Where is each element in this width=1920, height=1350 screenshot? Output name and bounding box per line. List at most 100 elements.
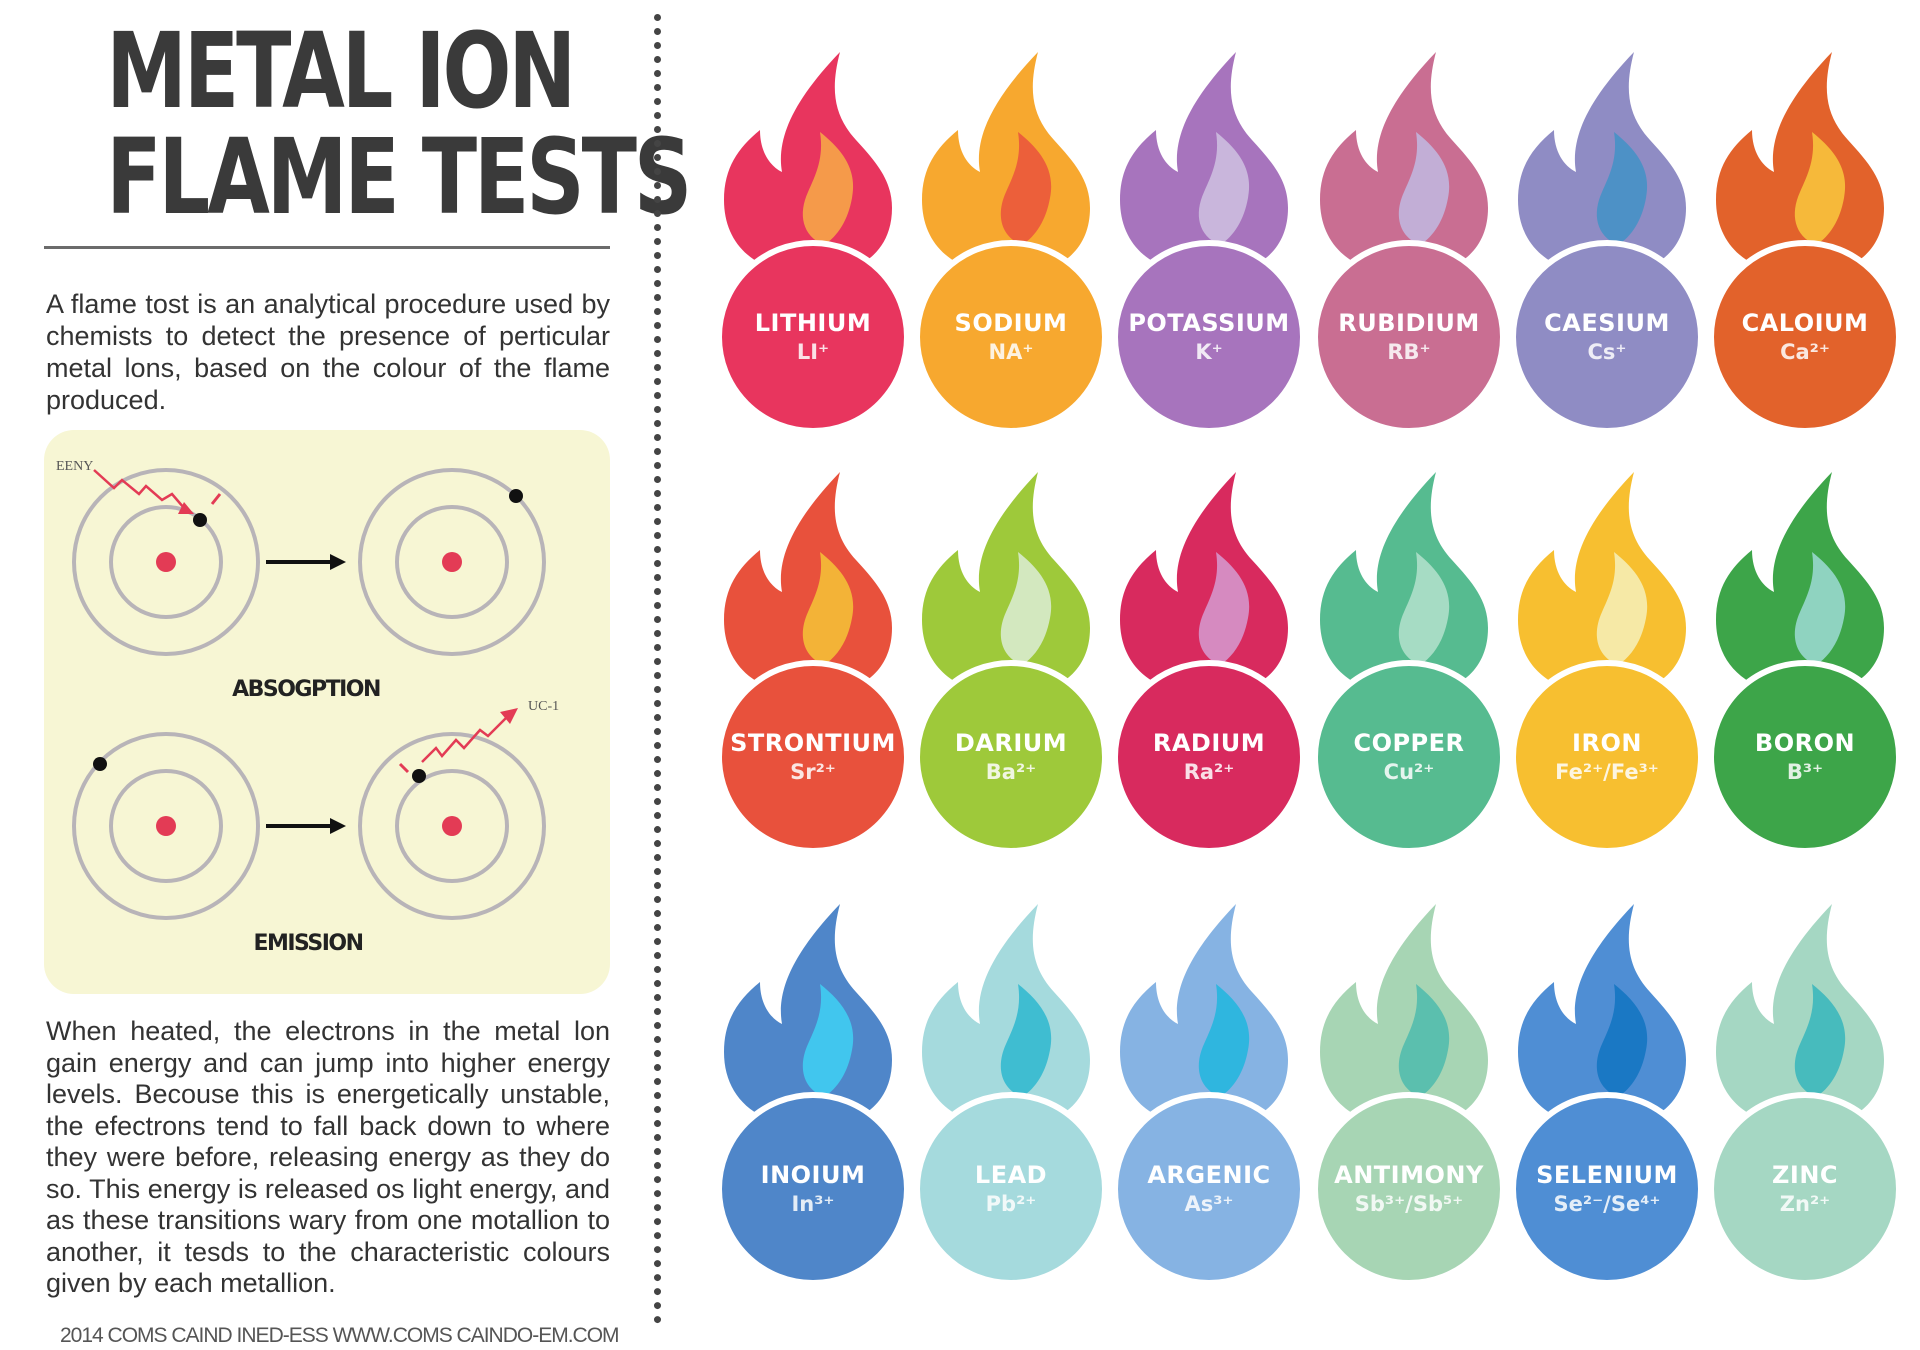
flame-icon: [922, 472, 1090, 695]
flame-inner: [802, 552, 854, 665]
ion-symbol: Fe²⁺/Fe³⁺: [1555, 760, 1659, 784]
incoming-energy-arrow: [93, 469, 222, 514]
ion-symbol: K⁺: [1195, 340, 1223, 364]
emission-label: EMISSION: [253, 931, 362, 956]
flame-boron: BORON B³⁺: [1708, 460, 1902, 854]
flame-inner: [1794, 984, 1846, 1097]
flame-circle: ARGENIC As³⁺: [1112, 1092, 1306, 1286]
flame-inner: [1794, 552, 1846, 665]
flame-circle: SELENIUM Se²⁻/Se⁴⁺: [1510, 1092, 1704, 1286]
flame-rubidium: RUBIDIUM RB⁺: [1312, 40, 1506, 434]
ion-symbol: B³⁺: [1786, 760, 1824, 784]
absorption-label: ABSOGPTION: [232, 677, 380, 702]
flame-circle: ANTIMONY Sb³⁺/Sb⁵⁺: [1312, 1092, 1506, 1286]
flame-icon: [1120, 52, 1288, 275]
ion-symbol: Pb²⁺: [985, 1192, 1037, 1216]
flame-circle: SODIUM NA⁺: [914, 240, 1108, 434]
absorption-before-atom: [72, 468, 260, 656]
flame-circle: ZINC Zn²⁺: [1708, 1092, 1902, 1286]
explanation-paragraph: When heated, the electrons in the metal …: [46, 1016, 610, 1298]
metal-name: IRON: [1572, 729, 1642, 757]
metal-name: LEAD: [974, 1161, 1048, 1189]
flame-inner: [802, 984, 854, 1097]
flame-circle: STRONTIUM Sr²⁺: [716, 660, 910, 854]
ion-symbol: As³⁺: [1184, 1192, 1234, 1216]
flame-inner: [1000, 984, 1052, 1097]
ion-symbol: Sr²⁺: [790, 760, 836, 784]
ion-symbol: In³⁺: [791, 1192, 835, 1216]
flame-inner: [1198, 984, 1250, 1097]
flame-inner: [1398, 552, 1450, 665]
flame-outer: [1518, 472, 1686, 695]
emitted-light-arrow: [398, 708, 518, 774]
ion-symbol: Ba²⁺: [985, 760, 1037, 784]
flame-outer: [922, 52, 1090, 275]
metal-name: COPPER: [1353, 729, 1465, 757]
flame-icon: [1716, 52, 1884, 275]
footer-credit: 2014 COMS CAIND INED-ESS WWW.COMS CAINDO…: [60, 1324, 620, 1347]
title-divider: [44, 246, 610, 249]
flame-circle: POTASSIUM K⁺: [1112, 240, 1306, 434]
flame-icon: [1518, 472, 1686, 695]
ion-symbol: LI⁺: [796, 340, 830, 364]
ion-symbol: Ca²⁺: [1780, 340, 1830, 364]
flame-icon: [1320, 52, 1488, 275]
absorption-arrow: [266, 554, 346, 570]
metal-name: DARIUM: [954, 729, 1068, 757]
ion-symbol: Se²⁻/Se⁴⁺: [1553, 1192, 1661, 1216]
flame-outer: [1518, 52, 1686, 275]
flame-strontium: STRONTIUM Sr²⁺: [716, 460, 910, 854]
flame-outer: [1120, 904, 1288, 1127]
flame-inoium: INOIUM In³⁺: [716, 892, 910, 1286]
energy-diagram-panel: EENY ABSOGPTION: [44, 430, 610, 994]
emitted-light-label: UC-1: [528, 699, 559, 714]
flame-inner: [1398, 984, 1450, 1097]
energy-label: EENY: [56, 459, 93, 474]
flame-inner: [1596, 132, 1648, 245]
flame-circle: IRON Fe²⁺/Fe³⁺: [1510, 660, 1704, 854]
energy-diagram: EENY ABSOGPTION: [56, 459, 559, 956]
flame-outer: [1518, 904, 1686, 1127]
flame-outer: [1320, 904, 1488, 1127]
metal-name: LITHIUM: [754, 309, 872, 337]
info-column: METAL ION FLAME TESTS A flame tost is an…: [44, 10, 692, 1347]
flame-circle: LITHIUM LI⁺: [716, 240, 910, 434]
flame-icon: [922, 52, 1090, 275]
flame-outer: [1120, 472, 1288, 695]
flame-icon: [1320, 472, 1488, 695]
ion-symbol: NA⁺: [988, 340, 1034, 364]
ion-symbol: Sb³⁺/Sb⁵⁺: [1354, 1192, 1464, 1216]
flame-inner: [1398, 132, 1450, 245]
flame-icon: [1716, 472, 1884, 695]
flame-circle: CALOIUM Ca²⁺: [1708, 240, 1902, 434]
emission-arrow: [266, 818, 346, 834]
flame-radium: RADIUM Ra²⁺: [1112, 460, 1306, 854]
flame-zinc: ZINC Zn²⁺: [1708, 892, 1902, 1286]
flame-icon: [1120, 904, 1288, 1127]
ion-symbol: Zn²⁺: [1779, 1192, 1831, 1216]
metal-name: BORON: [1754, 729, 1856, 757]
flame-caesium: CAESIUM Cs⁺: [1510, 40, 1704, 434]
flame-inner: [1596, 984, 1648, 1097]
metal-name: STRONTIUM: [730, 729, 896, 757]
flame-icon: [724, 52, 892, 275]
flame-outer: [922, 472, 1090, 695]
metal-name: CAESIUM: [1544, 309, 1670, 337]
intro-paragraph: A flame tost is an analytical procedure …: [46, 289, 610, 415]
flame-outer: [1716, 52, 1884, 275]
flame-outer: [1716, 472, 1884, 695]
flame-icon: [1320, 904, 1488, 1127]
flame-outer: [724, 904, 892, 1127]
flame-inner: [802, 132, 854, 245]
metal-name: ANTIMONY: [1334, 1161, 1484, 1189]
flame-inner: [1794, 132, 1846, 245]
title-line-1: METAL ION: [106, 10, 576, 132]
flame-antimony: ANTIMONY Sb³⁺/Sb⁵⁺: [1312, 892, 1506, 1286]
flame-outer: [922, 904, 1090, 1127]
flame-inner: [1000, 132, 1052, 245]
flame-circle: RADIUM Ra²⁺: [1112, 660, 1306, 854]
flame-circle: RUBIDIUM RB⁺: [1312, 240, 1506, 434]
ion-symbol: Ra²⁺: [1183, 760, 1235, 784]
flame-circle: COPPER Cu²⁺: [1312, 660, 1506, 854]
flame-outer: [1716, 904, 1884, 1127]
